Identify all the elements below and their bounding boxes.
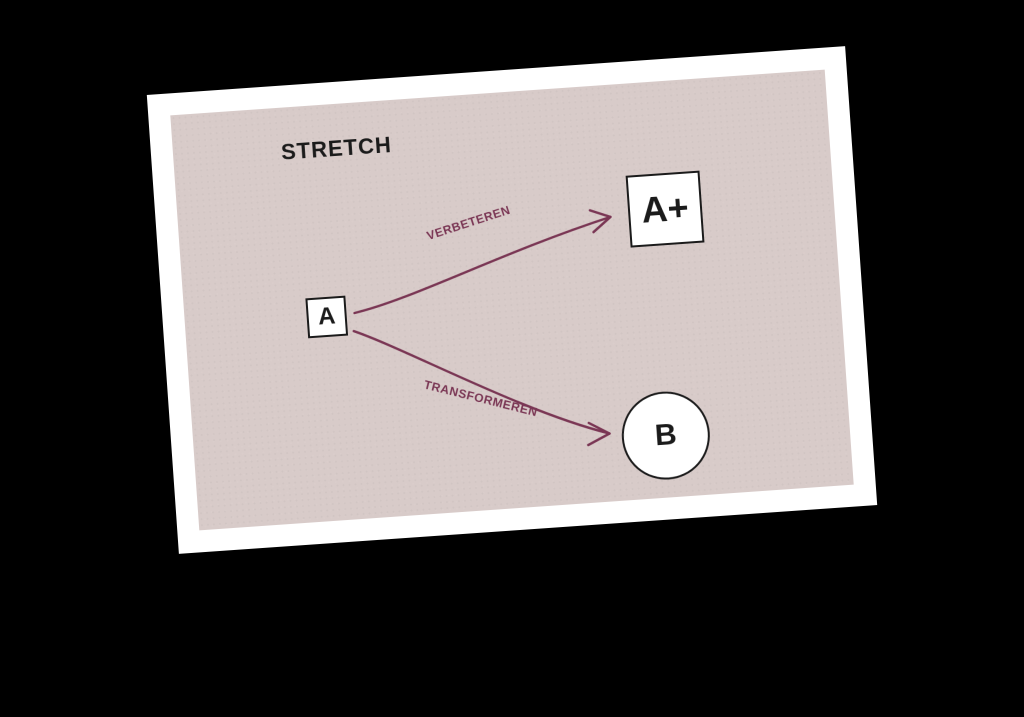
stage: STRETCH VERBETEREN TRANSFORMEREN A A+ B (0, 0, 1024, 717)
edge-transform-arrowhead (587, 422, 610, 445)
card-border: STRETCH VERBETEREN TRANSFORMEREN A A+ B (147, 46, 877, 554)
edges-layer (170, 70, 853, 531)
edge-improve-path (349, 217, 616, 313)
node-a-plus: A+ (626, 171, 705, 248)
paper-surface: STRETCH VERBETEREN TRANSFORMEREN A A+ B (170, 70, 853, 531)
node-a: A (305, 296, 348, 339)
edge-transform-path (354, 314, 610, 451)
card-wrap: STRETCH VERBETEREN TRANSFORMEREN A A+ B (147, 46, 877, 554)
